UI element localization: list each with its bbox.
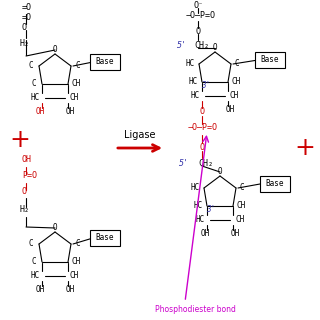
Text: Ligase: Ligase [124,130,156,140]
Text: HC: HC [196,215,205,225]
Text: +: + [295,136,316,160]
Text: CH₂: CH₂ [198,158,213,167]
Text: CH₂: CH₂ [194,41,209,50]
Text: C: C [32,79,36,89]
Text: C: C [240,183,244,193]
Text: C: C [29,61,33,70]
Text: C: C [29,239,33,249]
Text: OH: OH [22,156,32,164]
FancyArrowPatch shape [118,145,159,151]
Text: O: O [199,142,204,151]
FancyBboxPatch shape [260,176,290,192]
Text: CH: CH [71,258,81,267]
FancyBboxPatch shape [90,54,120,70]
Text: CH: CH [71,79,81,89]
Text: OH: OH [65,285,75,294]
Text: C: C [235,60,239,68]
Text: Phosphodiester bond: Phosphodiester bond [155,306,236,315]
Text: ⁻: ⁻ [197,1,203,10]
FancyBboxPatch shape [255,52,285,68]
Text: CH: CH [235,215,244,225]
Text: =O: =O [22,13,32,22]
Text: Base: Base [266,180,284,188]
FancyBboxPatch shape [90,230,120,246]
Text: 5': 5' [177,41,187,50]
Text: −O—P=O: −O—P=O [188,124,218,132]
Text: OH: OH [36,108,44,116]
Text: CH: CH [236,202,246,211]
Text: HC: HC [190,183,200,193]
Text: CH: CH [231,77,241,86]
Text: H₂: H₂ [20,38,30,47]
Text: HC: HC [31,271,40,281]
Text: O: O [22,188,27,196]
Text: HC: HC [185,60,195,68]
Text: O: O [213,43,217,52]
Text: 3': 3' [206,205,216,214]
Text: O: O [53,44,57,53]
Text: HC: HC [191,92,200,100]
Text: CH: CH [70,93,79,102]
Text: OH: OH [230,229,240,238]
Text: CH: CH [70,271,79,281]
Text: H₂: H₂ [20,205,30,214]
Text: Base: Base [96,234,114,243]
Text: Base: Base [261,55,279,65]
Text: C: C [32,258,36,267]
Text: C: C [76,239,80,249]
Text: HC: HC [31,93,40,102]
Text: O: O [53,222,57,231]
Text: 5': 5' [179,158,189,167]
Text: OH: OH [36,285,44,294]
Text: OH: OH [65,108,75,116]
Text: =O: =O [22,4,32,12]
Text: CH: CH [230,92,239,100]
Text: OH: OH [200,229,210,238]
Text: Base: Base [96,58,114,67]
Text: HC: HC [193,202,203,211]
Text: −O—P=O: −O—P=O [186,12,216,20]
Text: 3': 3' [201,82,211,91]
Text: P=O: P=O [22,172,37,180]
Text: C: C [76,61,80,70]
Text: O: O [199,108,204,116]
Text: OH: OH [225,106,235,115]
Text: O: O [22,23,27,33]
Text: O: O [218,166,222,175]
Text: O: O [196,27,201,36]
Text: +: + [10,128,30,152]
Text: HC: HC [188,77,198,86]
Text: O: O [194,1,198,10]
